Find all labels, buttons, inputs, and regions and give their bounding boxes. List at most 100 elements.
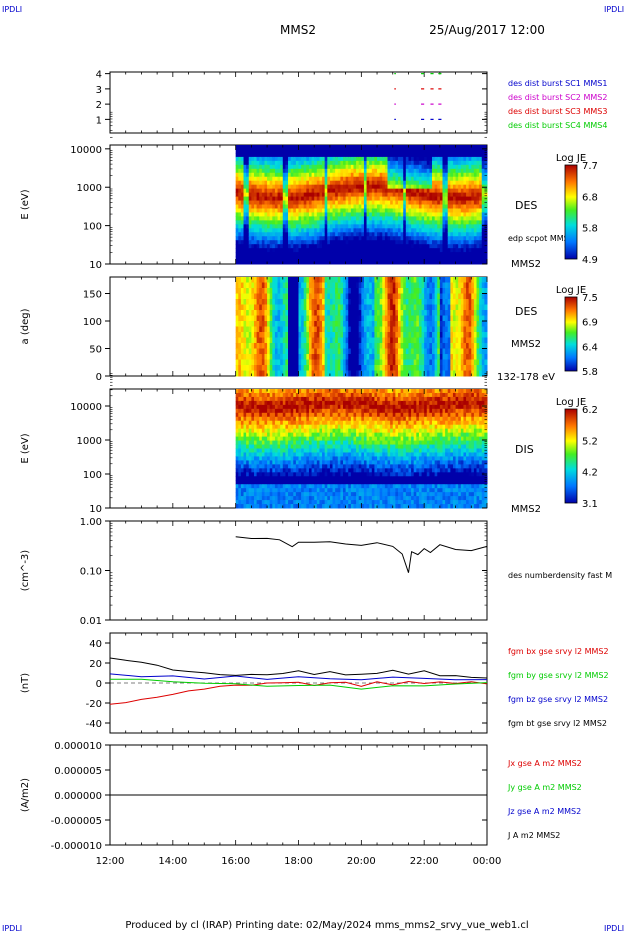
des-pitch-cell	[269, 365, 273, 371]
des-pitch-cell	[460, 304, 464, 311]
des-energy-cell	[413, 232, 417, 237]
des-energy-cell	[363, 168, 368, 174]
des-energy-cell	[479, 252, 483, 257]
des-pitch-cell	[481, 288, 485, 294]
des-pitch-cell	[437, 282, 441, 289]
des-energy-cell	[452, 236, 457, 241]
des-energy-cell	[460, 176, 464, 182]
des-energy-cell	[371, 236, 375, 241]
des-pitch-cell	[403, 365, 407, 371]
des-energy-cell	[259, 204, 263, 209]
des-energy-cell	[277, 208, 281, 213]
des-energy-cell	[377, 156, 381, 162]
des-pitch-cell	[301, 365, 305, 371]
des-pitch-cell	[374, 337, 378, 344]
des-pitch-cell	[343, 321, 347, 327]
des-pitch-cell	[253, 326, 258, 333]
des-pitch-cell	[400, 365, 404, 371]
des-energy-cell	[390, 256, 394, 261]
des-pitch-cell	[473, 293, 478, 300]
des-energy-cell	[382, 145, 386, 150]
des-pitch-cell	[421, 321, 425, 327]
des-energy-cell	[424, 200, 428, 205]
des-energy-cell	[340, 192, 344, 198]
des-energy-cell	[285, 184, 289, 190]
des-energy-cell	[481, 176, 485, 182]
des-pitch-cell	[267, 282, 271, 289]
des-energy-cell	[251, 148, 255, 154]
des-pitch-cell	[264, 370, 268, 377]
des-pitch-cell	[345, 343, 349, 349]
des-energy-cell	[361, 260, 365, 265]
des-energy-cell	[235, 176, 239, 182]
des-energy-cell	[473, 164, 478, 170]
des-pitch-cell	[366, 370, 370, 377]
des-pitch-cell	[379, 299, 383, 305]
des-pitch-cell	[411, 315, 415, 322]
des-energy-cell	[340, 196, 344, 202]
des-pitch-cell	[424, 332, 428, 338]
des-energy-cell	[288, 240, 292, 245]
des-energy-cell	[481, 196, 485, 202]
des-pitch-cell	[332, 299, 336, 305]
des-energy-cell	[400, 192, 404, 198]
des-pitch-cell	[277, 299, 281, 305]
des-energy-cell	[264, 152, 268, 158]
des-pitch-cell	[253, 310, 258, 316]
des-pitch-cell	[343, 315, 347, 322]
des-energy-cell	[238, 176, 242, 182]
des-energy-cell	[285, 180, 289, 186]
des-energy-cell	[306, 248, 310, 253]
des-energy-cell	[337, 188, 341, 194]
des-pitch-cell	[277, 326, 281, 333]
des-pitch-cell	[405, 337, 409, 344]
des-energy-cell	[280, 164, 284, 170]
des-pitch-cell	[298, 354, 302, 360]
des-pitch-cell	[450, 299, 454, 305]
des-energy-cell	[272, 252, 276, 257]
des-pitch-cell	[387, 299, 391, 305]
des-energy-cell	[337, 152, 341, 158]
des-energy-cell	[238, 200, 242, 205]
des-pitch-cell	[238, 354, 242, 360]
des-energy-cell	[246, 160, 250, 166]
des-energy-cell	[277, 240, 281, 245]
des-energy-cell	[274, 192, 279, 198]
des-energy-cell	[280, 204, 284, 209]
des-energy-cell	[379, 184, 383, 190]
des-energy-cell	[272, 244, 276, 249]
des-pitch-cell	[274, 299, 279, 305]
des-pitch-cell	[319, 288, 323, 294]
des-energy-cell	[476, 228, 480, 233]
des-energy-cell	[298, 184, 302, 190]
des-energy-cell	[251, 208, 255, 213]
des-pitch-energy-range: 132-178 eV	[497, 372, 555, 383]
des-energy-cell	[335, 212, 339, 217]
des-energy-cell	[371, 248, 375, 253]
des-energy-cell	[445, 196, 449, 202]
des-energy-cell	[403, 252, 407, 257]
des-energy-cell	[442, 260, 446, 265]
des-pitch-cell	[343, 277, 347, 283]
des-pitch-cell	[447, 326, 451, 333]
des-pitch-cell	[303, 315, 307, 322]
des-pitch-cell	[384, 310, 389, 316]
des-energy-cell	[298, 156, 302, 162]
des-pitch-cell	[377, 310, 381, 316]
des-energy-cell	[243, 172, 247, 178]
dis-energy-cell	[240, 448, 245, 453]
des-pitch-cell	[371, 282, 375, 289]
des-pitch-cell	[437, 354, 441, 360]
des-energy-cell	[452, 252, 457, 257]
des-pitch-cell	[408, 304, 412, 311]
des-pitch-cell	[327, 332, 331, 338]
des-pitch-cell	[374, 332, 378, 338]
des-energy-cell	[387, 176, 391, 182]
des-energy-cell	[429, 244, 433, 249]
des-pitch-cell	[332, 354, 336, 360]
des-energy-cell	[251, 228, 255, 233]
des-energy-cell	[382, 236, 386, 241]
des-pitch-cell	[264, 337, 268, 344]
des-pitch-cell	[363, 365, 368, 371]
des-energy-cell	[282, 204, 286, 209]
